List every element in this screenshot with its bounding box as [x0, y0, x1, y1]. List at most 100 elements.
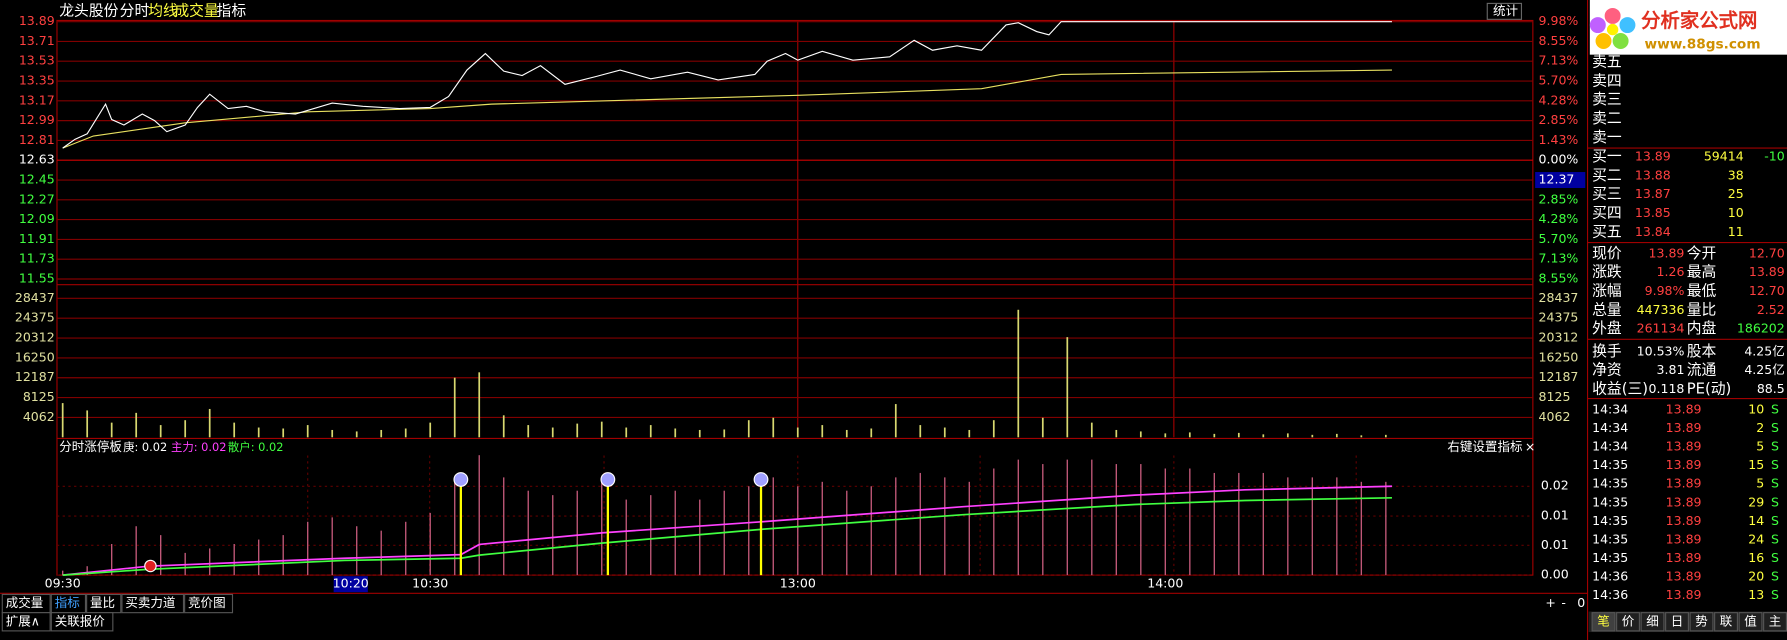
panel-tab[interactable]: [1616, 612, 1640, 632]
time-tick-label: 14:00: [1147, 576, 1183, 591]
panel-tab-label[interactable]: 细: [1646, 613, 1659, 628]
buy-price: 13.88: [1635, 167, 1671, 182]
volume-bar: [600, 421, 603, 438]
trade-price: 13.89: [1666, 401, 1702, 416]
signal-icon: [600, 472, 616, 487]
volume-bar: [404, 428, 407, 438]
zoom-control[interactable]: 0: [1577, 595, 1585, 610]
price-tick-label: 13.35: [19, 73, 55, 88]
zoom-control[interactable]: -: [1561, 595, 1566, 610]
cursor-time-box: [333, 576, 368, 593]
trade-time: 14:35: [1592, 457, 1628, 472]
quote-value: 12.70: [1749, 283, 1785, 298]
tab-label[interactable]: 指标: [55, 595, 80, 610]
quote-value: 3.81: [1657, 362, 1685, 377]
panel-tab-label[interactable]: 日: [1671, 613, 1684, 628]
price-line: [62, 21, 1392, 149]
volume-bar: [1041, 417, 1044, 438]
panel-tab[interactable]: [1714, 612, 1738, 632]
volume-tick-label: 16250: [15, 349, 55, 364]
petal: [1612, 33, 1629, 49]
petal: [1619, 17, 1636, 34]
trade-side: S: [1771, 420, 1779, 435]
trade-time: 14:34: [1592, 420, 1628, 435]
volume-bar: [968, 429, 971, 438]
sell-label: 卖三: [1592, 91, 1622, 108]
volume-bar: [1360, 435, 1363, 438]
quote-label: 换手: [1592, 343, 1622, 360]
buy-label: 买一: [1592, 148, 1622, 165]
panel-tab-label[interactable]: 势: [1695, 613, 1708, 628]
volume-tick-label: 24375: [1539, 310, 1579, 325]
tab[interactable]: [50, 612, 114, 632]
buy-volume: 10: [1728, 205, 1744, 220]
quote-label: 最低: [1687, 283, 1717, 300]
quote-label: 内盘: [1687, 319, 1717, 337]
pct-tick-label: 5.70%: [1539, 231, 1579, 246]
quote-label: 净资: [1592, 362, 1622, 379]
panel-tab[interactable]: [1763, 612, 1787, 632]
volume-bar: [747, 420, 750, 438]
trade-price: 13.89: [1666, 531, 1702, 546]
trade-volume: 15: [1748, 457, 1764, 472]
quote-label: 涨跌: [1592, 264, 1622, 281]
cursor-price-box: [1535, 172, 1586, 188]
pct-tick-label: 5.70%: [1539, 73, 1579, 88]
buy-volume: 11: [1728, 224, 1744, 239]
tab-label[interactable]: 竞价图: [188, 595, 226, 610]
volume-bar: [698, 429, 701, 438]
pct-tick-label: 8.55%: [1539, 33, 1579, 48]
tab-label[interactable]: 扩展∧: [6, 613, 40, 628]
volume-tick-label: 4062: [23, 409, 55, 424]
volume-bar: [1213, 433, 1216, 438]
volume-tick-label: 4062: [1539, 409, 1571, 424]
trade-time: 14:35: [1592, 550, 1628, 565]
panel-tab-label[interactable]: 主: [1769, 613, 1782, 628]
indicator-hint: 右键设置指标: [1447, 439, 1522, 454]
buy-volume: 59414: [1704, 149, 1744, 164]
trade-price: 13.89: [1666, 457, 1702, 472]
buy-label: 买二: [1592, 167, 1622, 184]
volume-bar: [1262, 434, 1265, 438]
panel-tab-label[interactable]: 联: [1720, 613, 1733, 628]
indicator-close[interactable]: ×: [1525, 439, 1536, 454]
trade-volume: 29: [1748, 494, 1764, 509]
tab-label[interactable]: 量比: [90, 595, 115, 610]
volume-bar: [1237, 432, 1240, 438]
logo-icon: [1589, 7, 1636, 49]
panel-tab-label[interactable]: 价: [1622, 613, 1635, 628]
buy-label: 买五: [1592, 223, 1622, 240]
tab-label[interactable]: 买卖力道: [125, 595, 176, 610]
zoom-control[interactable]: +: [1545, 595, 1556, 610]
panel-tab-label[interactable]: 笔: [1597, 613, 1610, 628]
tab-label[interactable]: 关联报价: [55, 613, 106, 628]
panel-tab[interactable]: [1738, 612, 1763, 632]
volume-bar: [1139, 431, 1142, 438]
pct-tick-label: 7.13%: [1539, 251, 1579, 266]
panel-tab[interactable]: [1665, 612, 1689, 632]
trade-side: S: [1771, 587, 1779, 602]
quote-value: 12.70: [1749, 245, 1785, 260]
tab-label[interactable]: 成交量: [6, 595, 44, 610]
pct-tick-label: 2.85%: [1539, 112, 1579, 127]
trade-volume: 5: [1756, 439, 1764, 454]
tab[interactable]: [1, 612, 51, 632]
stat-button-label[interactable]: 统计: [1493, 3, 1518, 18]
price-tick-label: 12.09: [19, 211, 55, 226]
tab[interactable]: [121, 593, 185, 614]
trade-time: 14:35: [1592, 494, 1628, 509]
stat-button[interactable]: [1486, 2, 1523, 20]
panel-tab[interactable]: [1689, 612, 1714, 632]
panel-tab-label[interactable]: 值: [1744, 613, 1757, 628]
buy-price: 13.89: [1635, 149, 1671, 164]
price-tick-label: 13.53: [19, 53, 55, 68]
header-tab: 成交量: [174, 1, 219, 19]
volume-bar: [1311, 434, 1314, 438]
panel-tab[interactable]: [1640, 612, 1665, 632]
quote-label: 总量: [1592, 301, 1622, 318]
cursor-time: 10:20: [333, 576, 369, 591]
indicator-tick-label: 0.02: [1541, 478, 1569, 493]
price-tick-label: 13.89: [19, 13, 55, 28]
panel-tab[interactable]: [1591, 612, 1616, 632]
tab[interactable]: [184, 593, 234, 614]
